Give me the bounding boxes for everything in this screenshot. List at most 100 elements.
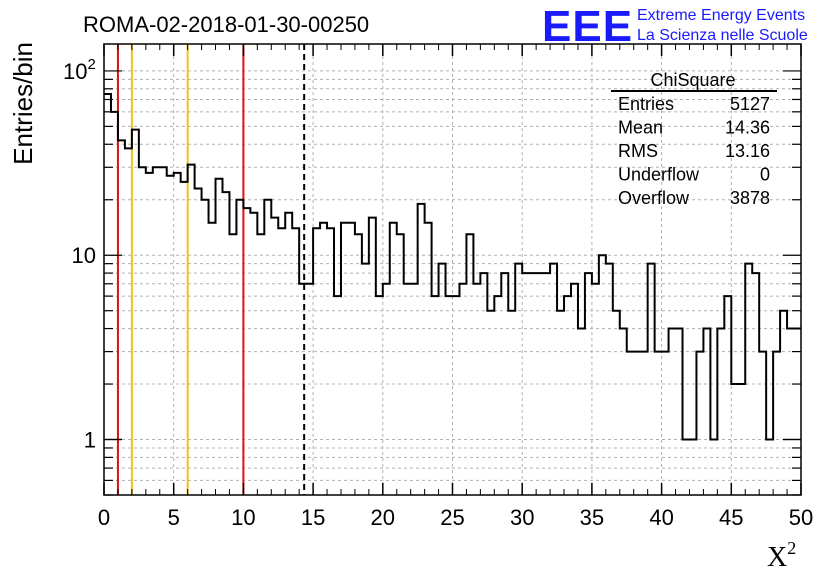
histogram-bin (480, 273, 487, 495)
histogram-bin (216, 179, 223, 495)
x-tick-label: 40 (649, 505, 673, 530)
histogram-bin (153, 167, 160, 495)
histogram-bin (439, 264, 446, 495)
x-tick-label: 35 (580, 505, 604, 530)
histogram-bin (613, 311, 620, 495)
histogram-bin (703, 329, 710, 495)
stats-label: Overflow (618, 188, 690, 208)
histogram-bin (243, 208, 250, 495)
histogram-bin (327, 228, 334, 495)
histogram-bin (104, 94, 111, 495)
histogram-bin (794, 329, 801, 495)
stats-value: 3878 (730, 188, 770, 208)
histogram-bin (125, 148, 132, 495)
x-tick-label: 50 (789, 505, 813, 530)
histogram-bin (390, 223, 397, 495)
y-tick-label: 1 (84, 428, 96, 453)
histogram-bin (369, 218, 376, 495)
histogram-bin (188, 165, 195, 495)
histogram-bin (606, 264, 613, 495)
histogram-bin (592, 284, 599, 495)
x-tick-label: 15 (301, 505, 325, 530)
histogram-bin (271, 218, 278, 495)
x-tick-label: 20 (371, 505, 395, 530)
stats-value: 0 (760, 165, 770, 185)
stats-label: Entries (618, 94, 674, 114)
histogram-bin (341, 223, 348, 495)
histogram-bin (543, 273, 550, 495)
histogram-bin (759, 352, 766, 495)
histogram-bin (404, 284, 411, 495)
histogram-bin (250, 213, 257, 495)
stats-title: ChiSquare (650, 70, 735, 90)
grid-lines (104, 44, 801, 496)
x-tick-label: 5 (168, 505, 180, 530)
histogram-bin (508, 311, 515, 495)
histogram-bin (731, 384, 738, 495)
histogram-bin (306, 284, 313, 495)
histogram-bin (529, 273, 536, 495)
histogram-bin (118, 140, 125, 495)
histogram-bin (683, 440, 690, 495)
histogram-bin (634, 352, 641, 495)
histogram-bin (696, 352, 703, 495)
histogram-bin (453, 296, 460, 495)
histogram-bin (278, 228, 285, 495)
histogram-bin (146, 173, 153, 495)
stats-label: RMS (618, 141, 658, 161)
x-tick-label: 45 (719, 505, 743, 530)
histogram-bin (362, 264, 369, 495)
histogram-bin (669, 329, 676, 495)
histogram-bin (752, 273, 759, 495)
histogram-bin (160, 167, 167, 495)
y-tick-label: 102 (63, 56, 96, 84)
histogram-bin (355, 234, 362, 495)
histogram-bin (425, 223, 432, 495)
histogram-bin (522, 273, 529, 495)
histogram-bin (466, 234, 473, 495)
histogram-bin (710, 440, 717, 495)
histogram-bin (627, 352, 634, 495)
histogram-bin (676, 329, 683, 495)
eee-logo: EEE Extreme Energy Events La Scienza nel… (542, 2, 808, 51)
histogram-bin (222, 192, 229, 495)
y-ticks: 1 10 102 (63, 56, 801, 496)
histogram-bin (717, 329, 724, 495)
histogram-bin (738, 384, 745, 495)
x-axis-label-sup: 2 (787, 538, 796, 558)
x-tick-label: 25 (440, 505, 464, 530)
y-tick-label: 10 (72, 243, 96, 268)
histogram-bin (132, 130, 139, 495)
histogram-bin (432, 296, 439, 495)
histogram-bin (766, 440, 773, 495)
histogram-bin (320, 223, 327, 495)
histogram-bin (383, 284, 390, 495)
histogram-bin (257, 234, 264, 495)
histogram-bin (411, 284, 418, 495)
stats-box: ChiSquare Entries 5127 Mean 14.36 RMS 13.16 Un… (611, 70, 777, 208)
stats-value: 5127 (730, 94, 770, 114)
x-tick-label: 30 (510, 505, 534, 530)
histogram-bin (446, 296, 453, 495)
histogram-bin (418, 204, 425, 495)
histogram-bin (285, 213, 292, 495)
histogram-bin (334, 296, 341, 495)
stats-label: Mean (618, 118, 663, 138)
stats-label: Underflow (618, 165, 700, 185)
histogram-bin (376, 296, 383, 495)
histogram-outline (104, 92, 801, 441)
histogram-bin (571, 284, 578, 495)
histogram-bin (773, 352, 780, 495)
logo-line2: La Scienza nelle Scuole (637, 27, 808, 44)
stats-value: 13.16 (725, 141, 770, 161)
histogram-bin (515, 264, 522, 495)
histogram-bin (536, 273, 543, 495)
histogram-bin (111, 112, 118, 495)
histogram-bin (620, 329, 627, 495)
histogram-bin (195, 189, 202, 495)
histogram-bin (724, 296, 731, 495)
histogram-bin (181, 182, 188, 495)
histogram-bin (264, 200, 271, 495)
histogram-bin (550, 264, 557, 495)
histogram-bin (494, 296, 501, 495)
